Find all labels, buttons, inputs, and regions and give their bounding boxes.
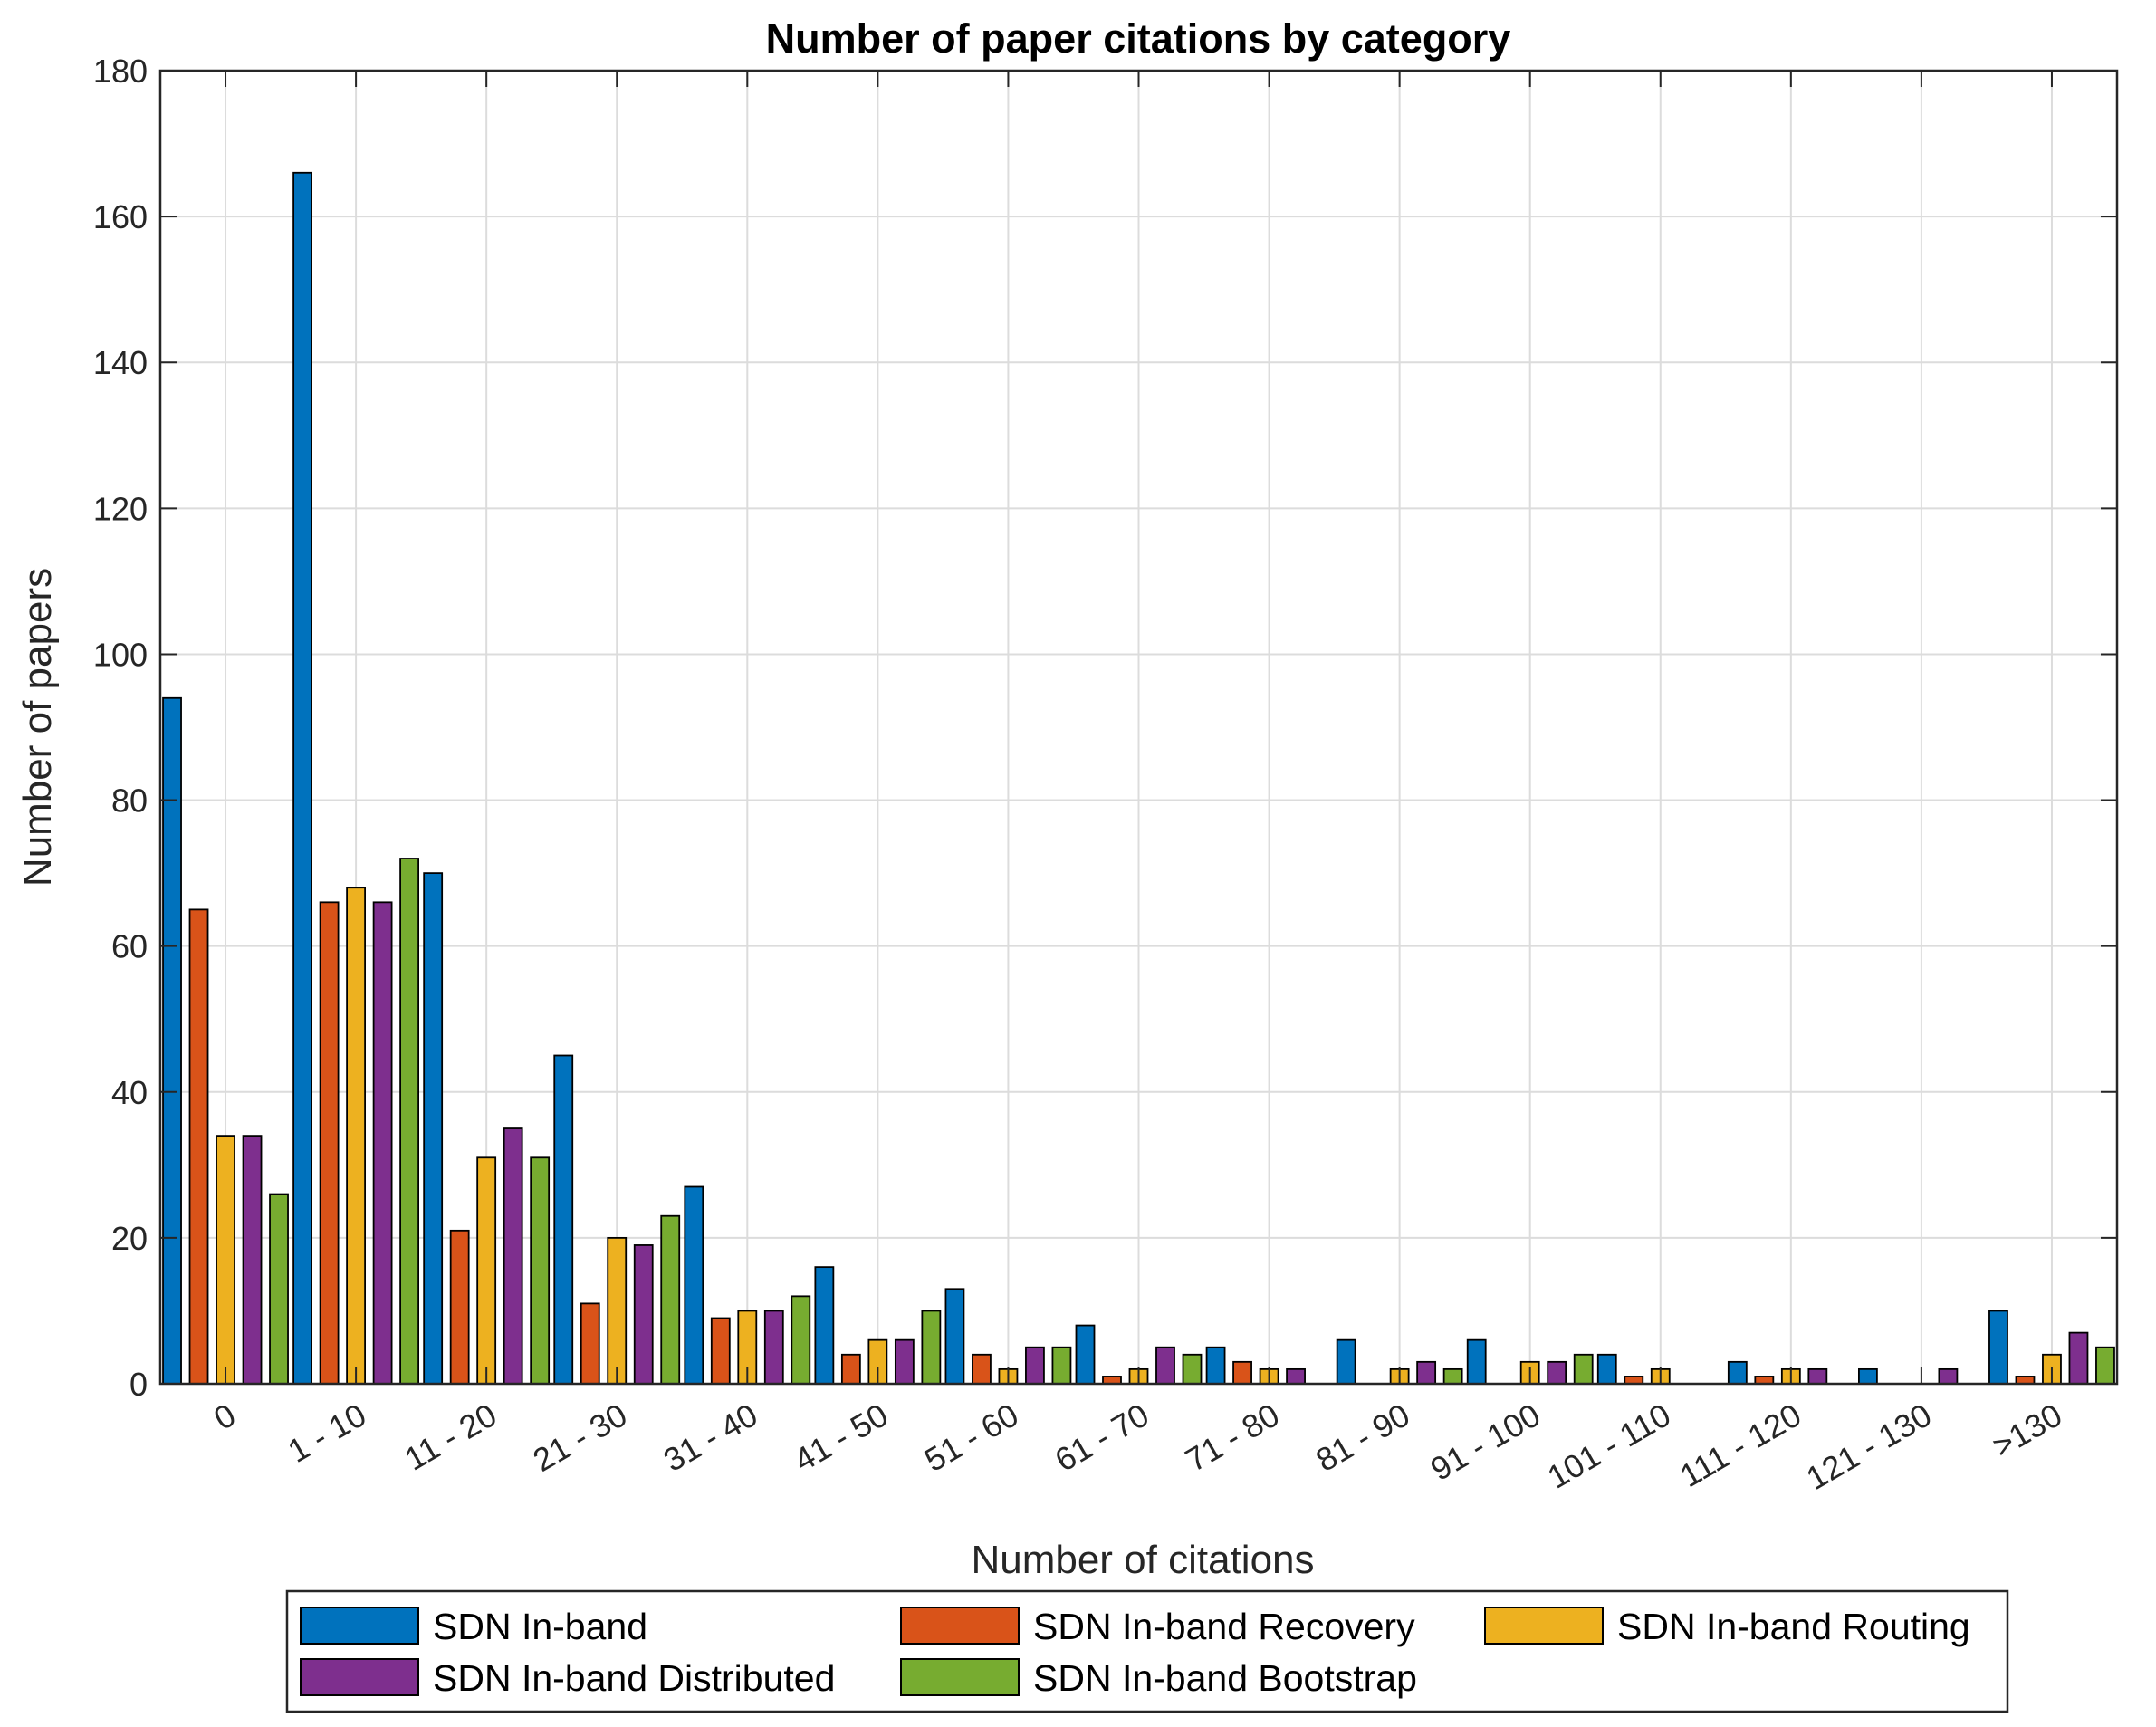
bar bbox=[1857, 1367, 1878, 1385]
bar bbox=[791, 1295, 811, 1385]
legend-swatch bbox=[1484, 1607, 1604, 1645]
legend-label: SDN In-band Bootstrap bbox=[1033, 1657, 1417, 1699]
bar bbox=[1336, 1338, 1356, 1385]
bar bbox=[1182, 1353, 1203, 1385]
legend-label: SDN In-band Recovery bbox=[1033, 1606, 1415, 1647]
y-tick-label: 140 bbox=[93, 344, 148, 381]
bar bbox=[1025, 1346, 1045, 1385]
bar bbox=[894, 1338, 915, 1385]
bar bbox=[763, 1310, 784, 1385]
bar bbox=[1596, 1353, 1617, 1385]
legend-swatch bbox=[300, 1607, 419, 1645]
y-tick-label: 100 bbox=[93, 636, 148, 673]
bar bbox=[530, 1156, 551, 1385]
bar bbox=[188, 908, 209, 1385]
bar bbox=[1573, 1353, 1594, 1385]
bar bbox=[553, 1054, 574, 1385]
bar bbox=[2095, 1346, 2115, 1385]
bar bbox=[1727, 1360, 1748, 1385]
bar bbox=[1442, 1367, 1463, 1385]
bar bbox=[242, 1135, 263, 1385]
bar bbox=[372, 901, 393, 1385]
bar bbox=[1547, 1360, 1567, 1385]
y-tick-label: 160 bbox=[93, 198, 148, 235]
bar bbox=[1466, 1338, 1487, 1385]
bar bbox=[319, 901, 340, 1385]
bar bbox=[399, 858, 420, 1385]
bar bbox=[1075, 1324, 1096, 1385]
bar bbox=[944, 1288, 965, 1385]
legend-label: SDN In-band Distributed bbox=[433, 1657, 835, 1699]
y-axis-label: Number of papers bbox=[15, 568, 60, 887]
bar bbox=[269, 1193, 289, 1385]
bar bbox=[1988, 1310, 2008, 1385]
y-tick-label: 60 bbox=[111, 928, 148, 965]
bar bbox=[2068, 1331, 2089, 1385]
bar bbox=[1938, 1367, 1959, 1385]
legend-swatch bbox=[300, 1658, 419, 1696]
bar bbox=[580, 1302, 600, 1385]
legend-label: SDN In-band Routing bbox=[1617, 1606, 1970, 1647]
chart-title: Number of paper citations by category bbox=[766, 15, 1511, 62]
legend-box bbox=[285, 1589, 2009, 1713]
legend-label: SDN In-band bbox=[433, 1606, 647, 1647]
legend: SDN In-band SDN In-band Recovery SDN In-ba… bbox=[285, 1589, 2009, 1713]
bars bbox=[162, 171, 2115, 1385]
bar bbox=[1286, 1367, 1306, 1385]
y-tick-label: 0 bbox=[129, 1366, 148, 1403]
bar bbox=[1051, 1346, 1072, 1385]
grid bbox=[160, 70, 2117, 1385]
bar bbox=[346, 887, 367, 1385]
y-tick-label: 20 bbox=[111, 1220, 148, 1257]
bar bbox=[814, 1266, 835, 1385]
legend-swatch bbox=[900, 1658, 1020, 1696]
y-tick-label: 80 bbox=[111, 782, 148, 820]
bar bbox=[1232, 1360, 1252, 1385]
bar bbox=[710, 1317, 731, 1385]
bar bbox=[1807, 1367, 1828, 1385]
bar bbox=[660, 1214, 681, 1385]
bar bbox=[1205, 1346, 1226, 1385]
legend-swatch bbox=[900, 1607, 1020, 1645]
bar bbox=[684, 1185, 704, 1385]
bar bbox=[1155, 1346, 1175, 1385]
y-tick-label: 40 bbox=[111, 1074, 148, 1111]
y-tick-label: 120 bbox=[93, 490, 148, 527]
bar bbox=[607, 1236, 628, 1385]
bar bbox=[1416, 1360, 1437, 1385]
bar bbox=[840, 1353, 861, 1385]
bar bbox=[633, 1244, 654, 1385]
y-tick-label: 180 bbox=[93, 53, 148, 90]
bar bbox=[972, 1353, 992, 1385]
bar bbox=[449, 1229, 470, 1385]
bar bbox=[292, 171, 313, 1385]
bar bbox=[216, 1135, 235, 1385]
bar bbox=[921, 1310, 942, 1385]
x-axis-label: Number of citations bbox=[971, 1538, 1314, 1582]
bar bbox=[476, 1156, 497, 1385]
bar bbox=[423, 872, 444, 1385]
bar bbox=[503, 1127, 523, 1385]
